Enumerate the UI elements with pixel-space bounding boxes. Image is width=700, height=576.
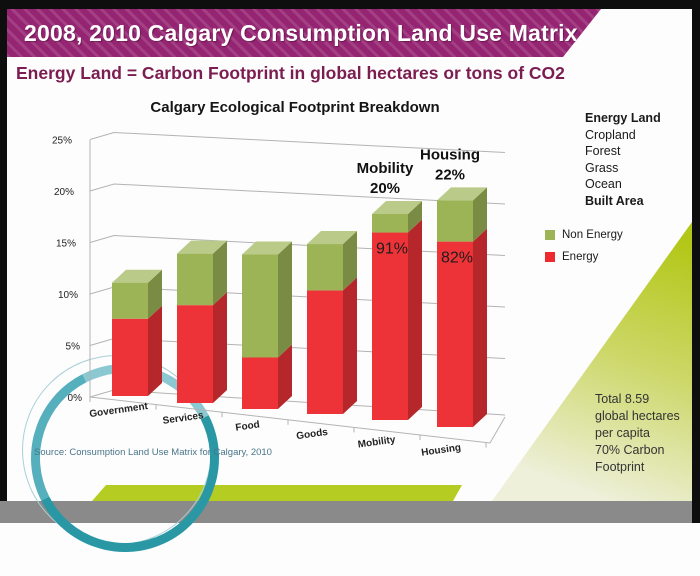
frame-border-right xyxy=(692,0,700,523)
legend-swatch-non-energy xyxy=(545,230,555,240)
y-tick-label-10pct: 10% xyxy=(58,290,78,301)
annotation-housing-total-line2: 22% xyxy=(435,166,465,183)
legend-item-non-energy: Non Energy xyxy=(545,229,623,241)
source-note: Source: Consumption Land Use Matrix for … xyxy=(34,447,272,458)
chart-title: Calgary Ecological Footprint Breakdown xyxy=(150,99,440,116)
bar-mobility-energy-front xyxy=(372,232,408,420)
frame-border-left xyxy=(0,0,7,501)
x-label-food: Food xyxy=(235,419,261,433)
annotation-mobility-total-line1: Mobility xyxy=(357,160,414,177)
bar-services-energy-side xyxy=(213,292,227,403)
land-type-grass: Grass xyxy=(585,160,619,175)
x-label-services: Services xyxy=(162,410,205,427)
bar-food-top xyxy=(242,241,292,255)
legend-label-non-energy: Non Energy xyxy=(562,229,623,241)
bar-services-nonenergy-side xyxy=(213,240,227,306)
legend-label-energy: Energy xyxy=(562,251,599,263)
bar-services-energy-front xyxy=(177,305,213,403)
y-tick-label-5pct: 5% xyxy=(66,342,81,353)
bar-government-energy-front xyxy=(112,318,148,396)
land-type-built-area: Built Area xyxy=(585,193,644,208)
legend-item-energy: Energy xyxy=(545,251,623,263)
bar-food-nonenergy-front xyxy=(242,254,278,358)
bar-mobility-nonenergy-side xyxy=(408,201,422,233)
annotation-housing-energy-share: 82% xyxy=(441,250,473,267)
total-footprint-callout: Total 8.59 global hectares per capita 70% C… xyxy=(595,391,695,475)
land-type-cropland: Cropland xyxy=(585,127,636,142)
x-label-mobility: Mobility xyxy=(357,434,396,450)
slide-title: 2008, 2010 Calgary Consumption Land Use … xyxy=(24,19,578,46)
bar-housing-nonenergy-side xyxy=(473,187,487,242)
annotation-mobility-energy-share: 91% xyxy=(376,241,408,258)
y-tick-label-15pct: 15% xyxy=(56,239,76,250)
legend-swatch-energy xyxy=(545,252,555,262)
floor-front-edge xyxy=(89,396,506,444)
bar-goods-energy-side xyxy=(343,277,357,414)
y-tick-label-0pct: 0% xyxy=(68,393,83,404)
bar-housing-nonenergy-front xyxy=(437,200,473,242)
3d-stacked-bar-chart: 0% 5% 10% 15% 20% 25% Government Services Food Go… xyxy=(52,131,506,459)
bar-food-energy-side xyxy=(278,344,292,409)
y-tick-label-25pct: 25% xyxy=(52,136,72,147)
bar-services-nonenergy-front xyxy=(177,253,213,306)
callout-line-2: global hectares xyxy=(595,408,680,423)
land-type-energy-land: Energy Land xyxy=(585,111,661,125)
slide-subtitle: Energy Land = Carbon Footprint in global… xyxy=(16,63,565,83)
callout-line-4: 70% Carbon xyxy=(595,442,665,457)
callout-line-3: per capita xyxy=(595,425,650,440)
bar-government-energy-side xyxy=(148,305,162,396)
bar-government-top xyxy=(112,269,162,283)
bar-food-energy-front xyxy=(242,357,278,409)
bar-mobility-energy-side xyxy=(408,219,422,420)
bar-goods-energy-front xyxy=(307,290,343,414)
annotation-mobility-total-line2: 20% xyxy=(370,180,400,197)
x-label-government: Government xyxy=(89,401,150,420)
y-tick-label-20pct: 20% xyxy=(54,187,74,198)
frame-border-top xyxy=(0,0,700,9)
callout-line-5: Footprint xyxy=(595,459,645,474)
slide-title-banner: 2008, 2010 Calgary Consumption Land Use … xyxy=(7,9,601,57)
bar-goods-nonenergy-front xyxy=(307,244,343,291)
x-label-goods: Goods xyxy=(296,427,329,442)
bar-food-nonenergy-side xyxy=(278,241,292,358)
bar-government-nonenergy-front xyxy=(112,282,148,319)
callout-line-1: Total 8.59 xyxy=(595,392,650,406)
gridline-20pct xyxy=(89,183,506,205)
bar-housing-energy-side xyxy=(473,228,487,427)
bar-housing-energy-front xyxy=(437,241,473,427)
bar-goods-nonenergy-side xyxy=(343,231,357,291)
bar-mobility-nonenergy-front xyxy=(372,214,408,233)
bar-services-top xyxy=(177,240,227,254)
x-label-housing: Housing xyxy=(421,442,462,458)
land-type-list: Energy Land Cropland Forest Grass Ocean Built… xyxy=(585,110,661,209)
bar-goods-top xyxy=(307,231,357,245)
annotation-housing-total-line1: Housing xyxy=(420,146,480,163)
bar-mobility-top xyxy=(372,201,422,214)
land-type-ocean: Ocean xyxy=(585,177,622,191)
bar-housing-top xyxy=(437,187,487,201)
land-type-forest: Forest xyxy=(585,144,621,158)
chart-legend: Non Energy Energy xyxy=(545,229,623,273)
gridline-25pct xyxy=(89,131,506,153)
bar-government-nonenergy-side xyxy=(148,269,162,319)
